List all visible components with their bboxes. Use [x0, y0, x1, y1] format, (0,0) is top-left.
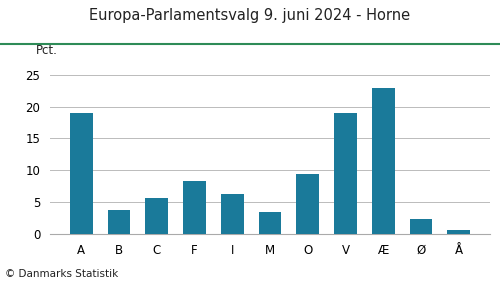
Bar	[296, 173, 319, 234]
Bar	[183, 181, 206, 234]
Text: Pct.: Pct.	[36, 44, 58, 57]
Bar	[108, 210, 130, 234]
Text: Europa-Parlamentsvalg 9. juni 2024 - Horne: Europa-Parlamentsvalg 9. juni 2024 - Hor…	[90, 8, 410, 23]
Bar	[448, 230, 470, 234]
Bar	[410, 219, 432, 234]
Bar	[70, 113, 92, 234]
Bar	[258, 212, 281, 234]
Bar	[372, 87, 394, 234]
Text: © Danmarks Statistik: © Danmarks Statistik	[5, 269, 118, 279]
Bar	[334, 113, 357, 234]
Bar	[221, 194, 244, 234]
Bar	[146, 198, 168, 234]
